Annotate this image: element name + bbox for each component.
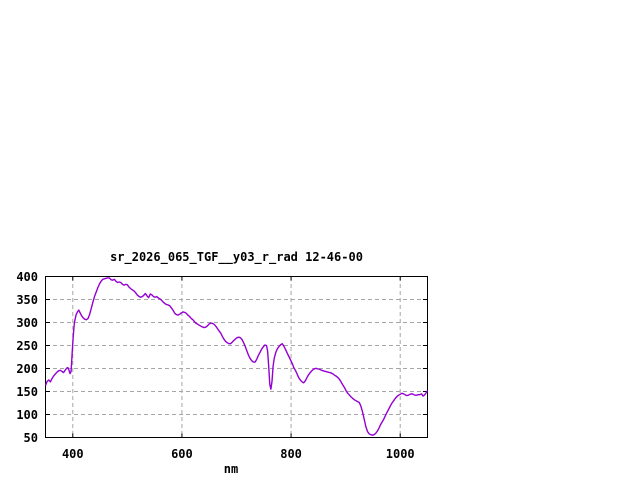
y-tick-label: 50: [23, 430, 38, 445]
y-tick-label: 400: [16, 269, 38, 284]
x-tick-label: 800: [280, 447, 302, 461]
plot-border: [45, 276, 428, 438]
x-tick-label: 400: [61, 447, 84, 461]
plot-canvas: [45, 276, 428, 438]
y-tick-label: 250: [16, 338, 38, 353]
y-tick-label: 150: [16, 384, 38, 399]
y-tick-label: 200: [16, 361, 38, 376]
x-axis-title: nm: [223, 462, 239, 476]
grid-lines: [46, 277, 427, 437]
tick-marks: [46, 276, 427, 438]
chart-title: sr_2026_065_TGF__y03_r_rad 12-46-00: [110, 250, 363, 264]
y-tick-label: 300: [16, 315, 38, 330]
x-tick-label: 600: [171, 447, 193, 461]
y-tick-label: 350: [16, 292, 38, 307]
y-tick-label: 100: [16, 407, 38, 422]
spectrum-line: [45, 277, 428, 436]
x-tick-label: 1000: [385, 447, 415, 461]
